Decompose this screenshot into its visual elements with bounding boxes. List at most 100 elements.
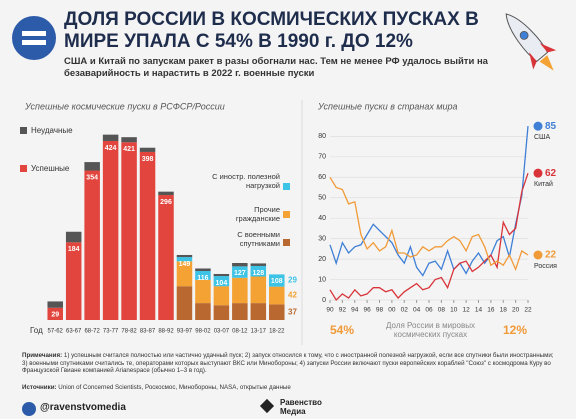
y-tick-label: 50 [318,195,326,202]
legend-swatch [20,165,27,172]
subtitle: США и Китай по запускам ракет в разы обо… [64,56,488,79]
bar-segment [121,137,137,143]
rocket [505,13,557,71]
segment-label: 42 [288,291,297,300]
end-value: 62 [545,168,557,179]
x-tick-label: 63-67 [66,329,82,335]
bar-segment [195,303,211,320]
x-tick-label: 10 [450,307,458,314]
bar-segment [250,265,267,277]
x-tick-label: 12 [463,307,471,314]
sources: Источники: Union of Concerned Scientists… [22,384,557,391]
legend-label: С военными спутниками [237,230,280,248]
legend-swatch [283,239,290,246]
bar-segment [232,303,248,320]
bar-segment [102,134,119,141]
end-flag [533,121,543,131]
bar-segment [250,303,267,320]
x-tick-label: 18-22 [269,329,285,335]
total-label: 354 [86,174,98,181]
total-label: 296 [160,199,172,206]
end-name: Китай [534,180,553,188]
share-caption: Доля России в мировых космических пусках [386,321,475,339]
notes-label: Примечания: [22,352,63,359]
bar-segment [213,305,230,320]
end-name: Россия [534,263,557,270]
total-label: 127 [234,270,246,277]
bar-segment [65,231,82,243]
y-tick-label: 30 [318,235,326,242]
bar-segment [158,195,174,320]
share-start: 54% [330,323,354,337]
x-axis-label: Год [30,326,43,335]
bar-segment [84,170,100,320]
y-tick-label: 40 [318,215,326,222]
x-tick-label: 98 [376,307,384,314]
y-tick-label: 80 [318,133,326,140]
y-tick-label: 0 [322,297,326,304]
x-tick-label: 18 [500,307,508,314]
bar-segment [269,304,285,320]
total-label: 424 [105,145,117,152]
y-tick-label: 70 [318,154,326,161]
bar-segment [176,257,193,262]
x-tick-label: 92 [339,307,347,314]
end-value: 22 [545,250,557,261]
bar-segment [102,140,119,320]
bar-segment [139,151,156,320]
title: ДОЛЯ РОССИИ В КОСМИЧЕСКИХ ПУСКАХ В МИРЕ … [64,9,479,52]
bar-segment [84,162,100,171]
bar-segment [158,191,174,196]
logo [12,16,56,60]
brand-line: Равенство [280,398,322,407]
total-label: 108 [271,278,283,285]
legend-swatch [283,211,290,218]
bar-segment [47,301,63,308]
x-tick-label: 03-07 [214,329,230,335]
bar-segment [269,274,285,287]
x-tick-label: 83-87 [140,329,156,335]
x-tick-label: 14 [475,307,483,314]
bar-segment [139,147,156,152]
bar-segment [213,273,230,277]
x-tick-label: 96 [364,307,372,314]
x-tick-label: 02 [401,307,409,314]
line [329,126,529,277]
bar-segment [269,286,285,305]
y-tick-label: 10 [318,276,326,283]
bar-segment [213,276,230,287]
total-label: 116 [197,275,208,282]
x-tick-label: 06 [425,307,433,314]
bar-segment [176,286,193,320]
end-flag [533,168,543,178]
x-tick-label: 93-97 [177,329,193,335]
x-tick-label: 00 [388,307,396,314]
brand-icon [259,398,275,414]
legend-label: Неудачные [31,126,73,135]
bar-segment [250,276,267,304]
y-tick-label: 60 [318,174,326,181]
bar-segment [65,242,82,320]
legend-swatch [20,127,27,134]
bar-segment [121,142,137,320]
end-value: 85 [545,121,557,132]
bar-segment [250,263,267,266]
sources-text: Union of Concerned Scientists, Роскосмос… [58,384,291,391]
chart-title: Успешные пуски в странах мира [317,101,458,111]
x-tick-label: 94 [351,307,359,314]
end-name: США [534,134,550,141]
total-label: 104 [216,280,228,287]
total-label: 128 [252,270,264,277]
logo-bar [22,40,46,45]
x-tick-label: 08-12 [232,329,248,335]
line [329,176,529,272]
total-label: 29 [51,312,59,319]
x-tick-label: 13-17 [251,329,267,335]
x-tick-label: 90 [326,307,334,314]
bar-segment [232,263,248,267]
legend-label: С иностр. полезной нагрузкой [212,172,280,190]
legend-swatch [283,183,290,190]
x-tick-label: 08 [438,307,446,314]
bar-segment [213,286,230,306]
